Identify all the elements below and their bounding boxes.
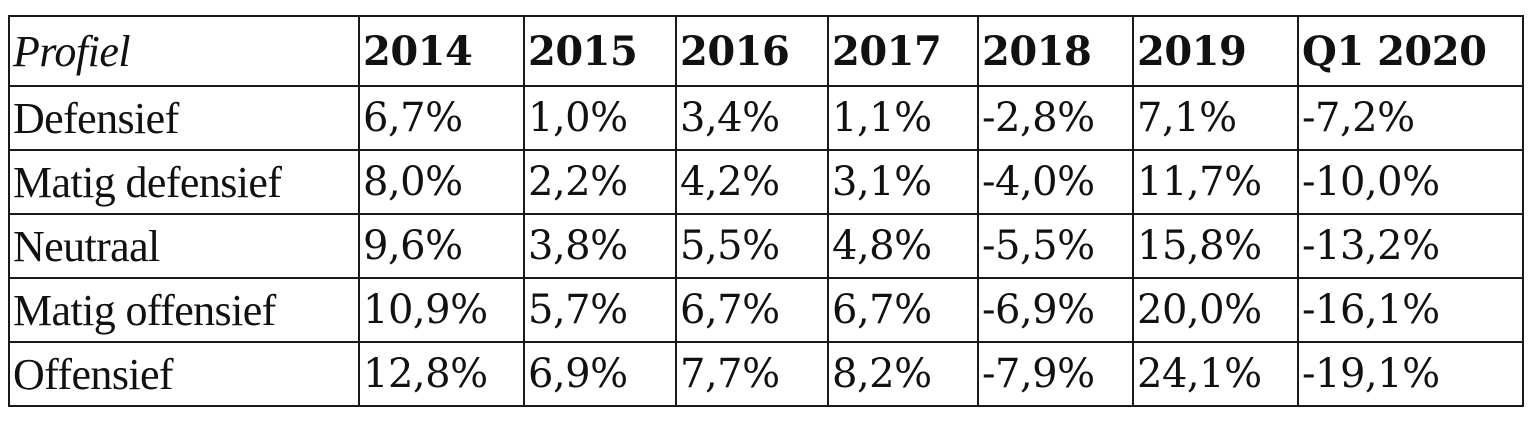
table-cell: -6,9% xyxy=(977,277,1134,343)
table-cell: 15,8% xyxy=(1132,213,1299,279)
returns-table: Profiel 2014 2015 2016 2017 2018 2019 Q1… xyxy=(8,15,1524,407)
table-cell: 4,8% xyxy=(827,213,979,279)
header-2019: 2019 xyxy=(1132,15,1299,87)
header-2015: 2015 xyxy=(523,15,677,87)
table-cell: 4,2% xyxy=(675,149,829,215)
header-profiel: Profiel xyxy=(8,15,360,87)
table-cell: 7,7% xyxy=(675,341,829,407)
row-label: Defensief xyxy=(8,85,360,151)
table-cell: 3,4% xyxy=(675,85,829,151)
table-cell: 6,7% xyxy=(675,277,829,343)
header-row: Profiel 2014 2015 2016 2017 2018 2019 Q1… xyxy=(8,15,1524,87)
header-q1-2020: Q1 2020 xyxy=(1297,15,1524,87)
table-cell: 1,1% xyxy=(827,85,979,151)
table-container: Profiel 2014 2015 2016 2017 2018 2019 Q1… xyxy=(8,15,1524,407)
table-cell: 11,7% xyxy=(1132,149,1299,215)
table-row: Offensief 12,8% 6,9% 7,7% 8,2% -7,9% 24,… xyxy=(8,341,1524,407)
table-cell: 2,2% xyxy=(523,149,677,215)
table-cell: -16,1% xyxy=(1297,277,1524,343)
table-row: Matig offensief 10,9% 5,7% 6,7% 6,7% -6,… xyxy=(8,277,1524,343)
table-cell: 12,8% xyxy=(358,341,525,407)
row-label: Offensief xyxy=(8,341,360,407)
row-label: Matig defensief xyxy=(8,149,360,215)
table-cell: 1,0% xyxy=(523,85,677,151)
table-row: Defensief 6,7% 1,0% 3,4% 1,1% -2,8% 7,1%… xyxy=(8,85,1524,151)
table-cell: 9,6% xyxy=(358,213,525,279)
table-cell: -7,2% xyxy=(1297,85,1524,151)
table-cell: 5,5% xyxy=(675,213,829,279)
header-2016: 2016 xyxy=(675,15,829,87)
table-cell: 6,9% xyxy=(523,341,677,407)
table-cell: 3,8% xyxy=(523,213,677,279)
table-cell: -2,8% xyxy=(977,85,1134,151)
header-2017: 2017 xyxy=(827,15,979,87)
row-label: Neutraal xyxy=(8,213,360,279)
table-cell: 10,9% xyxy=(358,277,525,343)
table-cell: 7,1% xyxy=(1132,85,1299,151)
table-cell: -13,2% xyxy=(1297,213,1524,279)
table-cell: 3,1% xyxy=(827,149,979,215)
table-cell: 6,7% xyxy=(358,85,525,151)
row-label: Matig offensief xyxy=(8,277,360,343)
table-cell: 20,0% xyxy=(1132,277,1299,343)
table-cell: -5,5% xyxy=(977,213,1134,279)
table-cell: 8,0% xyxy=(358,149,525,215)
header-2014: 2014 xyxy=(358,15,525,87)
table-cell: -4,0% xyxy=(977,149,1134,215)
table-cell: 24,1% xyxy=(1132,341,1299,407)
table-row: Neutraal 9,6% 3,8% 5,5% 4,8% -5,5% 15,8%… xyxy=(8,213,1524,279)
table-cell: 8,2% xyxy=(827,341,979,407)
header-2018: 2018 xyxy=(977,15,1134,87)
table-row: Matig defensief 8,0% 2,2% 4,2% 3,1% -4,0… xyxy=(8,149,1524,215)
table-cell: -7,9% xyxy=(977,341,1134,407)
table-cell: -10,0% xyxy=(1297,149,1524,215)
table-cell: 6,7% xyxy=(827,277,979,343)
table-cell: 5,7% xyxy=(523,277,677,343)
table-cell: -19,1% xyxy=(1297,341,1524,407)
